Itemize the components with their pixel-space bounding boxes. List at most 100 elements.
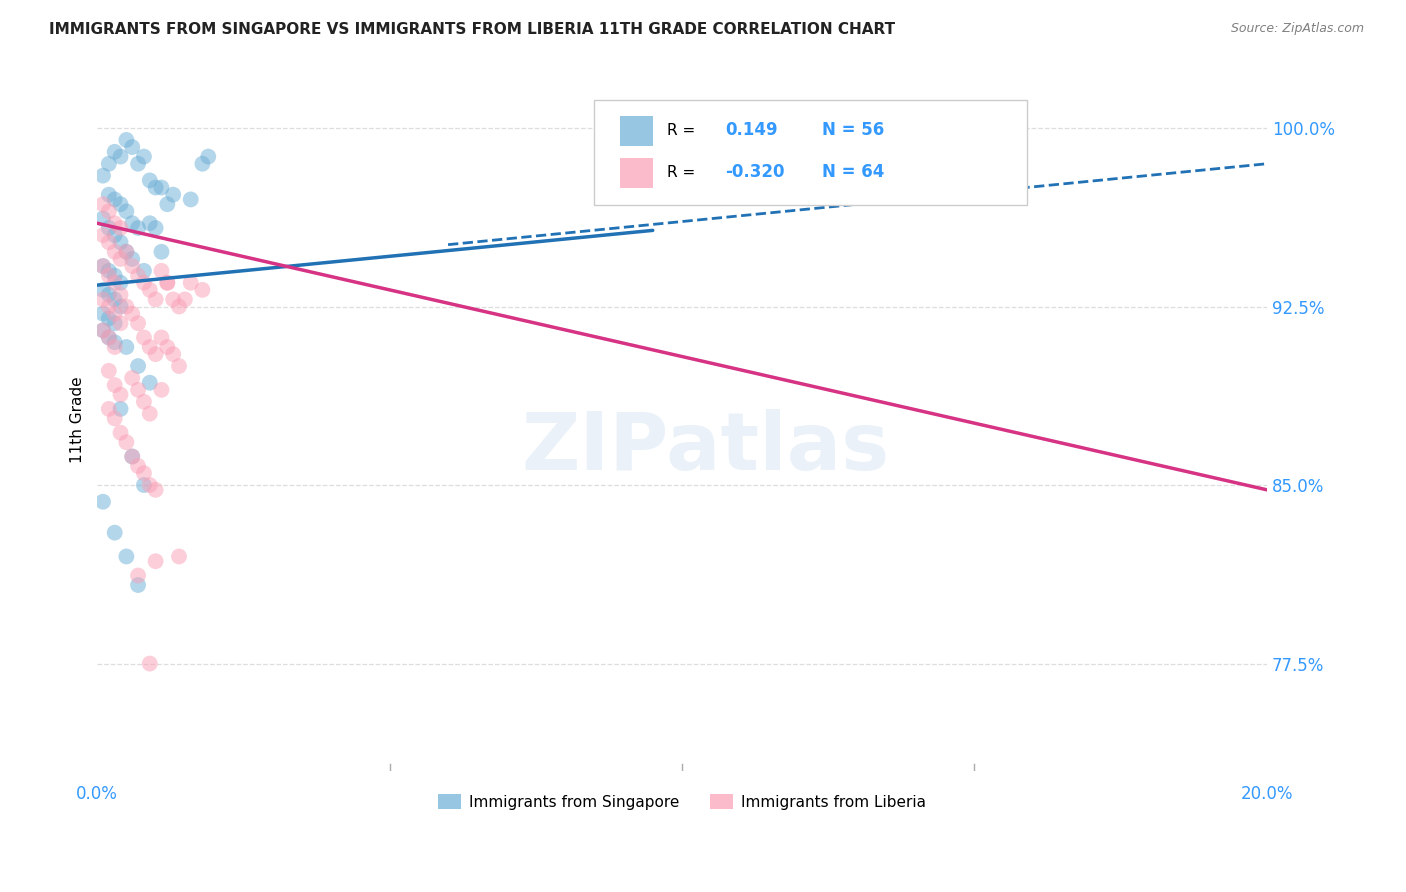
- Point: [97, 401, 120, 416]
- Point: [145, 483, 167, 497]
- Point: [150, 264, 173, 278]
- Text: R =: R =: [666, 123, 700, 137]
- Point: [139, 283, 162, 297]
- Point: [150, 330, 173, 344]
- Point: [139, 216, 162, 230]
- Point: [115, 133, 138, 147]
- Point: [110, 276, 132, 290]
- Point: [121, 450, 143, 464]
- Point: [167, 549, 190, 564]
- Point: [156, 340, 179, 354]
- Text: 0.149: 0.149: [725, 121, 778, 139]
- Point: [97, 235, 120, 250]
- Point: [110, 300, 132, 314]
- Point: [97, 364, 120, 378]
- Text: 0.0%: 0.0%: [76, 785, 118, 803]
- Point: [104, 193, 127, 207]
- Point: [97, 330, 120, 344]
- Point: [127, 568, 149, 582]
- Point: [139, 478, 162, 492]
- Bar: [620, 159, 652, 188]
- Point: [121, 252, 143, 266]
- Text: N = 56: N = 56: [823, 121, 884, 139]
- Point: [121, 450, 143, 464]
- Point: [127, 359, 149, 373]
- Point: [104, 316, 127, 330]
- Point: [150, 383, 173, 397]
- Point: [132, 466, 155, 480]
- Point: [97, 221, 120, 235]
- Point: [162, 187, 184, 202]
- Point: [115, 340, 138, 354]
- Point: [132, 394, 155, 409]
- Point: [97, 287, 120, 301]
- Point: [162, 347, 184, 361]
- Point: [110, 150, 132, 164]
- Point: [104, 340, 127, 354]
- Point: [121, 371, 143, 385]
- Text: ZIPatlas: ZIPatlas: [522, 409, 890, 487]
- Point: [121, 259, 143, 273]
- Point: [91, 293, 114, 307]
- Point: [110, 287, 132, 301]
- Point: [150, 244, 173, 259]
- Point: [104, 411, 127, 425]
- Text: 11th Grade: 11th Grade: [70, 376, 86, 463]
- Point: [115, 244, 138, 259]
- Point: [127, 383, 149, 397]
- Point: [139, 376, 162, 390]
- Point: [97, 157, 120, 171]
- Point: [145, 347, 167, 361]
- Point: [110, 401, 132, 416]
- Point: [167, 300, 190, 314]
- Point: [97, 268, 120, 283]
- Point: [115, 244, 138, 259]
- Point: [110, 316, 132, 330]
- Point: [156, 197, 179, 211]
- Point: [156, 276, 179, 290]
- Text: Source: ZipAtlas.com: Source: ZipAtlas.com: [1230, 22, 1364, 36]
- Point: [156, 276, 179, 290]
- Point: [110, 197, 132, 211]
- Point: [121, 140, 143, 154]
- Point: [91, 259, 114, 273]
- Point: [145, 293, 167, 307]
- Text: IMMIGRANTS FROM SINGAPORE VS IMMIGRANTS FROM LIBERIA 11TH GRADE CORRELATION CHAR: IMMIGRANTS FROM SINGAPORE VS IMMIGRANTS …: [49, 22, 896, 37]
- Point: [167, 359, 190, 373]
- Point: [91, 307, 114, 321]
- Point: [115, 204, 138, 219]
- Point: [162, 293, 184, 307]
- Point: [97, 330, 120, 344]
- Bar: [620, 116, 652, 145]
- Point: [139, 340, 162, 354]
- Point: [132, 276, 155, 290]
- Point: [132, 330, 155, 344]
- Text: -0.320: -0.320: [725, 163, 785, 181]
- Point: [104, 525, 127, 540]
- Point: [139, 657, 162, 671]
- Point: [115, 435, 138, 450]
- Point: [191, 157, 214, 171]
- Point: [104, 335, 127, 350]
- Point: [97, 204, 120, 219]
- Point: [180, 193, 202, 207]
- Point: [127, 157, 149, 171]
- Point: [104, 244, 127, 259]
- Point: [91, 259, 114, 273]
- Text: N = 64: N = 64: [823, 163, 884, 181]
- Point: [145, 180, 167, 194]
- Point: [97, 187, 120, 202]
- Point: [91, 228, 114, 243]
- Point: [127, 221, 149, 235]
- Point: [197, 150, 219, 164]
- Point: [91, 323, 114, 337]
- Point: [110, 235, 132, 250]
- Point: [104, 276, 127, 290]
- Point: [104, 216, 127, 230]
- Point: [97, 264, 120, 278]
- Point: [132, 478, 155, 492]
- Point: [104, 145, 127, 159]
- Point: [104, 228, 127, 243]
- Text: 20.0%: 20.0%: [1240, 785, 1294, 803]
- Point: [110, 387, 132, 401]
